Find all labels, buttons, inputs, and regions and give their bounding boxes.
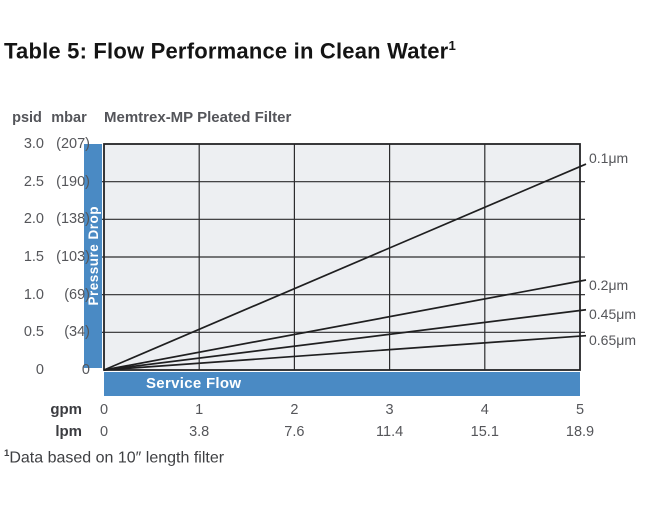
- plot-border: [103, 143, 581, 371]
- x-tick-gpm: 2: [290, 402, 299, 418]
- series-label-0.45um: 0.45μm: [589, 306, 636, 323]
- y-tick-psid: 1.0: [23, 286, 44, 303]
- y-tick-mbar: (69): [64, 286, 90, 303]
- series-line-0.2um: [103, 279, 587, 371]
- series-line-0.1um: [103, 163, 587, 371]
- y-tick-psid: 0: [35, 362, 44, 378]
- x-tick-lpm: 18.9: [565, 424, 595, 440]
- chart-subtitle: Memtrex-MP Pleated Filter: [104, 109, 292, 126]
- page-title: Table 5: Flow Performance in Clean Water…: [4, 38, 456, 64]
- page-title-text: Table 5: Flow Performance in Clean Water: [4, 38, 449, 64]
- y-tick-psid: 1.5: [23, 249, 44, 265]
- x-tick-lpm: 11.4: [376, 424, 404, 440]
- y-tick-mbar: (34): [64, 324, 90, 341]
- y-tick-mbar: (190): [56, 173, 90, 190]
- series-line-0.65um: [103, 334, 587, 371]
- x-tick-gpm: 1: [195, 402, 204, 418]
- y-tick-psid: 2.0: [23, 211, 44, 228]
- footnote: 1Data based on 10″ length filter: [4, 448, 224, 467]
- y-tick-mbar: (138): [56, 211, 90, 228]
- service-flow-axis-bar: Service Flow: [104, 372, 580, 396]
- series-line-0.45um: [103, 308, 587, 371]
- x-tick-lpm: 15.1: [470, 424, 499, 440]
- series-label-0.2um: 0.2μm: [589, 277, 629, 294]
- x-tick-gpm: 5: [575, 402, 585, 418]
- x-tick-gpm: 3: [385, 402, 394, 418]
- x-axis-row-header-gpm: gpm: [50, 401, 82, 418]
- series-label-0.1um: 0.1μm: [589, 149, 629, 166]
- footnote-superscript: 1: [4, 448, 10, 459]
- x-axis-row-header-lpm: lpm: [55, 423, 82, 440]
- x-tick-lpm: 0: [99, 424, 109, 440]
- y-axis-unit-psid: psid: [12, 110, 42, 126]
- y-tick-psid: 2.5: [23, 173, 44, 190]
- x-tick-gpm: 4: [480, 402, 489, 418]
- x-tick-lpm: 7.6: [284, 424, 305, 440]
- y-tick-mbar: 0: [81, 362, 90, 378]
- service-flow-axis-label: Service Flow: [146, 375, 242, 392]
- y-axis-unit-mbar: mbar: [51, 110, 87, 126]
- pressure-drop-axis-bar: Pressure Drop: [84, 144, 102, 368]
- title-superscript: 1: [448, 38, 456, 53]
- y-tick-mbar: (103): [56, 249, 90, 265]
- x-tick-lpm: 3.8: [189, 424, 210, 440]
- series-label-0.65um: 0.65μm: [589, 332, 636, 349]
- x-tick-gpm: 0: [99, 402, 109, 418]
- y-tick-psid: 3.0: [23, 136, 44, 152]
- footnote-text: Data based on 10″ length filter: [9, 449, 225, 467]
- y-tick-mbar: (207): [56, 136, 90, 152]
- y-tick-psid: 0.5: [23, 324, 44, 341]
